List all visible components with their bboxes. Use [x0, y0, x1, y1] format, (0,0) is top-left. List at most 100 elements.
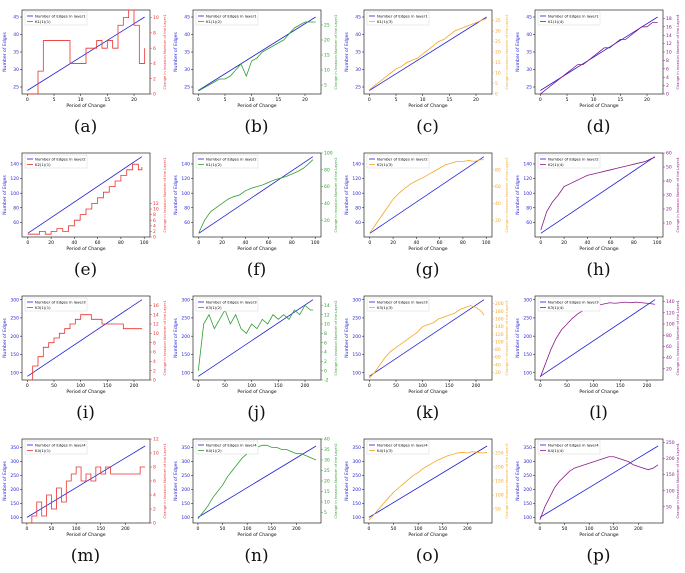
x-axis-label: Period of Change	[237, 103, 276, 109]
x-tick-label: 40	[71, 240, 77, 246]
y-tick-label: 150	[352, 352, 361, 358]
series-line-change	[26, 466, 146, 524]
x-axis-label: Period of Change	[237, 246, 276, 252]
series-line-edges	[197, 445, 317, 518]
y2-tick-label: 12	[324, 312, 330, 318]
x-tick-label: 150	[96, 526, 105, 532]
y2-tick-label: 200	[666, 456, 675, 462]
x-tick-label: 100	[585, 526, 594, 532]
x-tick-label: 0	[368, 97, 371, 103]
y-axis-label: Number of Edges	[173, 461, 179, 501]
x-tick-label: 0	[539, 240, 542, 246]
y-tick-label: 25	[355, 85, 361, 91]
y2-tick-label: 180	[495, 309, 504, 315]
y2-tick-label: 8	[153, 31, 156, 37]
y-tick-label: 300	[10, 297, 19, 303]
y-tick-label: 45	[526, 15, 532, 21]
x-tick-label: 60	[437, 240, 443, 246]
y2-tick-label: 100	[666, 322, 675, 328]
legend-entry: Number of Edges in layer2	[548, 156, 599, 161]
y2-tick-label: 10	[666, 50, 672, 56]
y2-tick-label: 0	[666, 92, 669, 98]
chart-panel-o: 0 50 100 150 200 100 150 200 250 300 350 50 100 150 20…	[344, 438, 509, 538]
x-axis-label: Period of Change	[66, 532, 105, 538]
series-line-change	[369, 305, 485, 379]
y-tick-label: 350	[523, 445, 532, 451]
series-line-change	[27, 9, 146, 95]
series-line-change	[197, 304, 313, 371]
x-tick-label: 100	[76, 383, 85, 389]
y-tick-label: 25	[526, 85, 532, 91]
y2-tick-label: 50	[666, 504, 672, 510]
chart-panel-e: 0 20 40 60 80 1006080100120140024681012Period…	[2, 152, 167, 252]
y-axis-label: Number of Edges	[2, 461, 8, 501]
x-tick-label: 40	[413, 240, 419, 246]
y2-tick-label: 200	[495, 465, 504, 471]
x-tick-label: 20	[302, 97, 308, 103]
y2-tick-label: 40	[495, 362, 501, 368]
y2-tick-label: 0	[324, 368, 327, 374]
series-line-change	[27, 163, 143, 235]
legend-entry: K2(1)(4)	[548, 162, 564, 167]
x-tick-label: 5	[566, 97, 569, 103]
y-tick-label: 350	[352, 445, 361, 451]
y2-tick-label: 0	[153, 235, 156, 241]
axes-frame	[21, 295, 151, 381]
y-tick-label: 150	[10, 501, 19, 507]
x-axis-label: Period of Change	[579, 103, 618, 109]
y-tick-label: 60	[184, 220, 190, 226]
panel-caption: (f)	[246, 260, 267, 280]
y-axis-label: Number of Edges	[515, 318, 521, 358]
y2-tick-label: 80	[324, 167, 330, 173]
y-tick-label: 80	[13, 205, 19, 211]
legend-entry: K4(1)(1)	[35, 448, 51, 453]
y2-tick-label: 12	[666, 41, 672, 47]
x-tick-label: 0	[196, 526, 199, 532]
x-axis-label: Period of Change	[237, 532, 276, 538]
legend-box	[24, 154, 88, 169]
panel-caption: (p)	[586, 546, 611, 566]
y2-tick-label: 25	[324, 23, 330, 29]
y2-tick-label: 140	[495, 324, 504, 330]
x-tick-label: 0	[197, 97, 200, 103]
x-tick-label: 150	[609, 526, 618, 532]
y2-tick-label: 80	[495, 347, 501, 353]
x-tick-label: 20	[48, 240, 54, 246]
y2-tick-label: 100	[666, 488, 675, 494]
legend-entry: K4(1)(2)	[206, 448, 222, 453]
x-tick-label: 50	[393, 383, 399, 389]
y2-tick-label: 140	[666, 299, 675, 305]
y-tick-label: 120	[10, 176, 19, 182]
y2-tick-label: 14	[324, 303, 330, 309]
y2-tick-label: 12	[153, 437, 159, 443]
y-tick-label: 80	[184, 205, 190, 211]
y2-tick-label: 4	[666, 75, 669, 81]
legend-box	[537, 11, 601, 26]
chart-panel-p: 0 50 100 150 200 100 150 200 250 300 350 50 100 150 20…	[515, 438, 680, 538]
y2-tick-label: 0	[495, 92, 498, 98]
series-line-edges	[540, 156, 656, 234]
y-tick-label: 200	[352, 334, 361, 340]
y2-tick-label: 4	[153, 359, 156, 365]
legend-entry: Number of Edges in layer4	[548, 442, 599, 447]
legend-box	[537, 297, 601, 312]
y-tick-label: 250	[523, 473, 532, 479]
legend-box	[537, 154, 601, 169]
y2-tick-label: 20	[495, 50, 501, 56]
y-tick-label: 250	[181, 473, 190, 479]
legend-entry: Number of Edges in layer4	[35, 442, 86, 447]
y-axis-label: Number of Edges	[515, 461, 521, 501]
y2-tick-label: 2	[153, 507, 156, 513]
series-line-change	[198, 21, 316, 92]
y2-tick-label: 100	[324, 151, 333, 157]
x-tick-label: 50	[562, 526, 568, 532]
y-tick-label: 100	[10, 515, 19, 521]
legend-box	[537, 440, 601, 455]
y2-tick-label: 16	[666, 24, 672, 30]
y-tick-label: 35	[13, 50, 19, 56]
y-tick-label: 80	[526, 205, 532, 211]
